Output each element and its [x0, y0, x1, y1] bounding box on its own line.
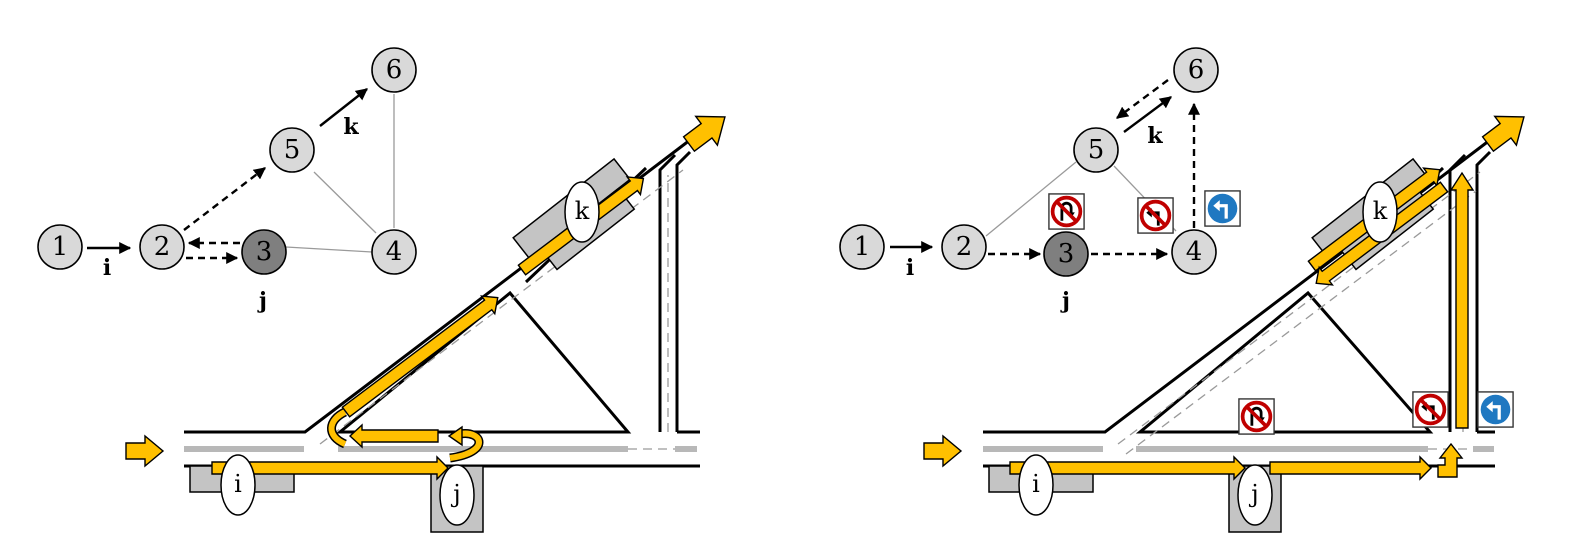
no-u-turn-icon — [1238, 398, 1275, 435]
graph-node-5: 5 — [1073, 127, 1119, 173]
node-label-j: j — [1060, 288, 1070, 314]
no-left-turn-icon — [1412, 391, 1449, 428]
graph-node-1: 1 — [37, 224, 83, 270]
svg-text:6: 6 — [386, 55, 403, 85]
road-tag-j — [1237, 464, 1273, 526]
svg-text:4: 4 — [1186, 237, 1203, 267]
graph-node-3: 3 — [1043, 231, 1089, 277]
svg-text:5: 5 — [1088, 135, 1105, 165]
graph-node-6: 6 — [1173, 47, 1219, 93]
graph-node-2: 2 — [941, 224, 987, 270]
graph-node-5: 5 — [269, 127, 315, 173]
left-turn-icon — [1477, 391, 1514, 428]
svg-text:4: 4 — [386, 237, 403, 267]
svg-text:6: 6 — [1188, 55, 1205, 85]
no-u-turn-icon — [1048, 193, 1085, 230]
no-left-turn-icon — [1137, 197, 1174, 234]
road-tag-i — [220, 454, 256, 516]
svg-text:1: 1 — [52, 232, 69, 262]
left-turn-icon — [1204, 190, 1241, 227]
flow-arrow — [1449, 171, 1475, 429]
edge-label-i: i — [906, 255, 914, 281]
road-tag-j-label: j — [450, 480, 460, 508]
edge-label-k: k — [343, 114, 359, 140]
graph-node-4: 4 — [1171, 229, 1217, 275]
road-tag-j-label: j — [1248, 480, 1258, 508]
left-turn-flow — [1437, 442, 1464, 478]
svg-text:1: 1 — [854, 232, 871, 262]
svg-text:3: 3 — [1058, 239, 1075, 269]
right-road-signs — [1238, 391, 1514, 435]
svg-text:5: 5 — [284, 135, 301, 165]
node-label-j: j — [257, 288, 267, 314]
exit-flow-arrow — [682, 115, 726, 153]
u-turn-flow — [449, 430, 482, 461]
exit-flow-arrow — [1481, 115, 1525, 153]
road-tag-k — [1362, 181, 1398, 243]
entry-flow-arrow — [125, 434, 165, 468]
road-tag-k-label: k — [575, 197, 590, 225]
edge-label-k: k — [1147, 123, 1163, 149]
road-tag-k-label: k — [1373, 197, 1388, 225]
left-flow-arrows — [125, 115, 726, 481]
left-road-network: i j k — [125, 115, 726, 533]
edge-label-i: i — [103, 255, 111, 281]
graph-node-1: 1 — [839, 224, 885, 270]
merge-flow — [328, 409, 347, 447]
graph-node-6: 6 — [371, 47, 417, 93]
road-tag-i-label: i — [234, 470, 242, 498]
road-tag-i — [1018, 454, 1054, 516]
svg-text:2: 2 — [956, 232, 973, 262]
graph-node-4: 4 — [371, 229, 417, 275]
road-tag-j — [439, 464, 475, 526]
graph-node-3: 3 — [241, 229, 287, 275]
svg-text:3: 3 — [256, 237, 273, 267]
left-road-tags: i j k — [220, 181, 600, 526]
road-tag-k — [564, 181, 600, 243]
road-tag-i-label: i — [1032, 470, 1040, 498]
left-graph: i k j 1 2 3 4 5 6 — [37, 47, 417, 314]
svg-text:2: 2 — [154, 232, 171, 262]
graph-node-2: 2 — [139, 224, 185, 270]
right-road-network: i j k — [923, 115, 1525, 533]
entry-flow-arrow — [923, 434, 963, 468]
flow-arrow — [348, 423, 439, 449]
right-flow-arrows — [923, 115, 1525, 481]
right-road-tags: i j k — [1018, 181, 1398, 526]
flow-arrow — [1269, 455, 1432, 481]
flow-arrow — [341, 295, 499, 418]
right-graph: i k j 1 2 3 4 5 6 — [839, 47, 1241, 314]
